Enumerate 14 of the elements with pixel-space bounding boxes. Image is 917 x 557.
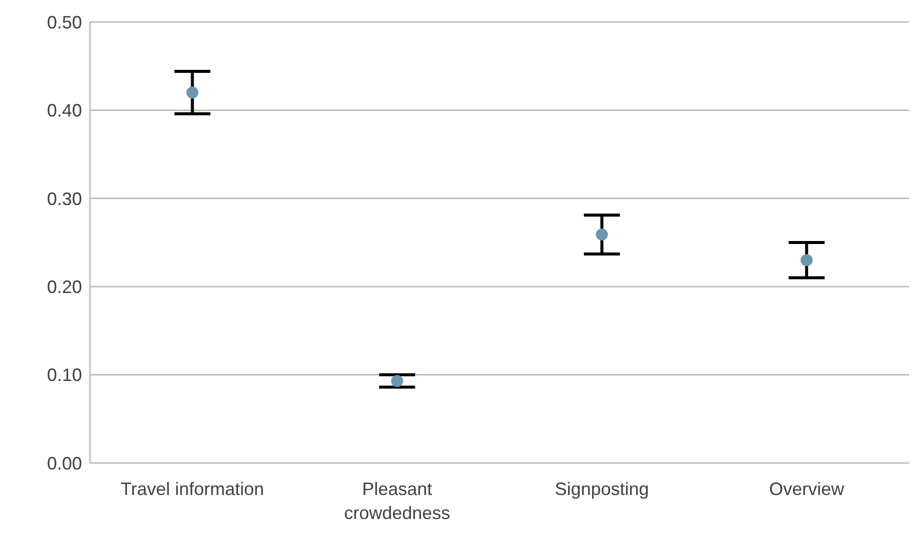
point	[186, 86, 198, 99]
point	[800, 254, 813, 266]
x-tick-label: Pleasant crowdedness	[344, 479, 450, 523]
y-tick-label: 0.40	[46, 100, 82, 121]
y-tick-label: 0.30	[46, 188, 82, 209]
point	[391, 374, 404, 387]
x-tick-label: Signposting	[554, 479, 649, 499]
x-tick-label: Overview	[769, 479, 846, 499]
y-tick-label: 0.10	[46, 365, 82, 386]
y-tick-label: 0.50	[46, 12, 82, 32]
x-tick-label: Travel information	[120, 479, 264, 499]
point	[596, 228, 608, 241]
y-tick-label: 0.00	[46, 453, 82, 474]
y-tick-label: 0.20	[46, 276, 82, 297]
